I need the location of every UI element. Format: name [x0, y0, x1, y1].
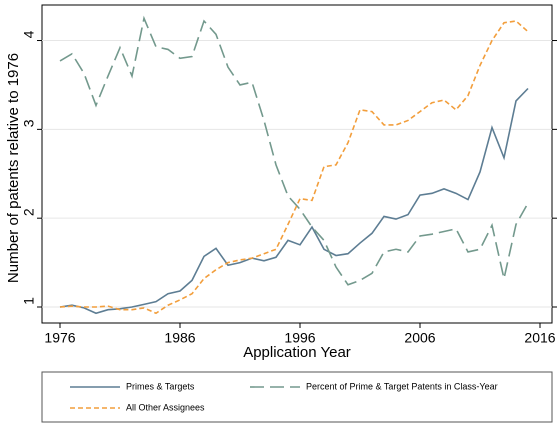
- legend-label: All Other Assignees: [126, 402, 205, 412]
- x-tick-label: 1976: [44, 330, 75, 346]
- y-tick-label: 2: [21, 208, 37, 216]
- x-tick-label: 1996: [284, 330, 315, 346]
- x-tick-label: 2016: [524, 330, 555, 346]
- x-tick-label: 1986: [164, 330, 195, 346]
- legend-label: Primes & Targets: [126, 381, 195, 391]
- y-tick-label: 3: [21, 119, 37, 127]
- x-axis-title: Application Year: [243, 344, 351, 361]
- series-line: [59, 15, 529, 286]
- series-line: [59, 87, 529, 315]
- y-axis-title: Number of patents relative to 1976: [5, 53, 22, 283]
- x-tick-label: 2006: [404, 330, 435, 346]
- series-line: [59, 20, 529, 315]
- legend-box: [41, 371, 553, 423]
- y-tick-label: 4: [21, 30, 37, 38]
- legend-label: Percent of Prime & Target Patents in Cla…: [306, 381, 498, 391]
- plot-frame: [41, 4, 553, 324]
- y-tick-label: 1: [21, 297, 37, 305]
